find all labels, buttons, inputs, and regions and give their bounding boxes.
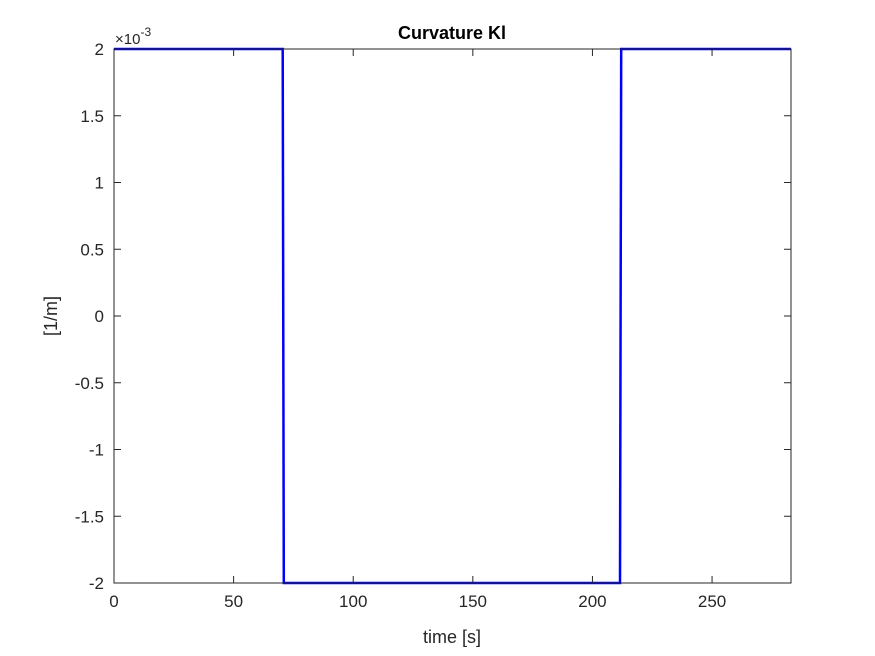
- x-tick-label: 200: [578, 592, 606, 611]
- y-axis-multiplier-base: ×10: [115, 31, 140, 48]
- chart-title: Curvature Kl: [398, 23, 506, 43]
- y-tick-label: 1.5: [80, 107, 104, 126]
- x-tick-label: 150: [459, 592, 487, 611]
- x-tick-label: 0: [109, 592, 118, 611]
- y-tick-label: 0.5: [80, 240, 104, 259]
- y-axis-multiplier-exponent: -3: [140, 25, 151, 39]
- y-tick-label: -1: [89, 441, 104, 460]
- x-tick-label: 50: [224, 592, 243, 611]
- y-tick-label: 0: [95, 307, 104, 326]
- y-axis: -2 -1.5 -1 -0.5 0 0.5 1 1.5 2: [75, 40, 791, 593]
- y-tick-label: -1.5: [75, 507, 104, 526]
- y-tick-label: 2: [95, 40, 104, 59]
- y-tick-label: -0.5: [75, 374, 104, 393]
- x-tick-label: 100: [339, 592, 367, 611]
- x-axis-label: time [s]: [423, 627, 481, 647]
- y-axis-label: [1/m]: [41, 296, 61, 336]
- plot-area: [114, 49, 791, 583]
- x-tick-label: 250: [698, 592, 726, 611]
- x-axis: 0 50 100 150 200 250: [109, 49, 726, 611]
- y-axis-multiplier: ×10-3: [115, 25, 151, 48]
- y-tick-label: 1: [95, 174, 104, 193]
- y-tick-label: -2: [89, 574, 104, 593]
